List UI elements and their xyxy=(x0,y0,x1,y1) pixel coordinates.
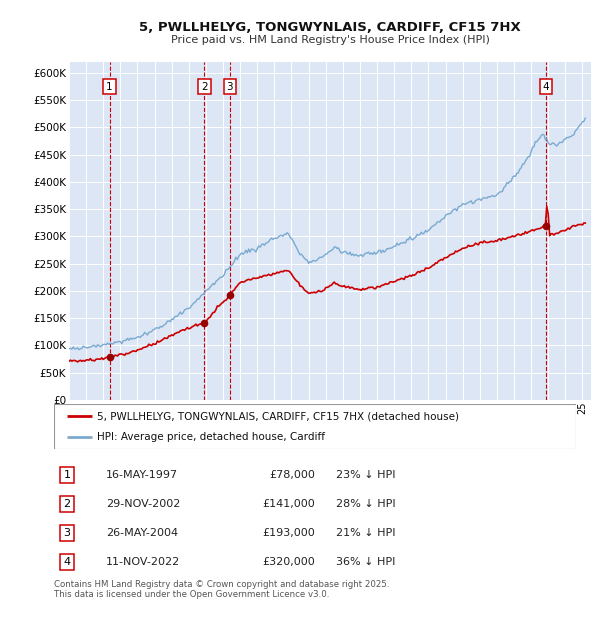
Text: 2: 2 xyxy=(201,81,208,92)
Text: 1: 1 xyxy=(64,470,71,480)
Text: £320,000: £320,000 xyxy=(262,557,315,567)
Text: 3: 3 xyxy=(64,528,71,538)
Text: Contains HM Land Registry data © Crown copyright and database right 2025.
This d: Contains HM Land Registry data © Crown c… xyxy=(54,580,389,599)
Text: £78,000: £78,000 xyxy=(269,470,315,480)
Text: 1: 1 xyxy=(106,81,113,92)
Text: 4: 4 xyxy=(542,81,549,92)
Text: 3: 3 xyxy=(227,81,233,92)
Text: 29-NOV-2002: 29-NOV-2002 xyxy=(106,499,181,509)
Text: 11-NOV-2022: 11-NOV-2022 xyxy=(106,557,181,567)
Text: HPI: Average price, detached house, Cardiff: HPI: Average price, detached house, Card… xyxy=(97,432,325,442)
Text: 26-MAY-2004: 26-MAY-2004 xyxy=(106,528,178,538)
Text: £141,000: £141,000 xyxy=(262,499,315,509)
Text: 4: 4 xyxy=(64,557,71,567)
Text: 16-MAY-1997: 16-MAY-1997 xyxy=(106,470,178,480)
Text: 5, PWLLHELYG, TONGWYNLAIS, CARDIFF, CF15 7HX (detached house): 5, PWLLHELYG, TONGWYNLAIS, CARDIFF, CF15… xyxy=(97,411,459,422)
Text: 28% ↓ HPI: 28% ↓ HPI xyxy=(336,499,395,509)
Text: 21% ↓ HPI: 21% ↓ HPI xyxy=(336,528,395,538)
Text: 36% ↓ HPI: 36% ↓ HPI xyxy=(336,557,395,567)
Text: Price paid vs. HM Land Registry's House Price Index (HPI): Price paid vs. HM Land Registry's House … xyxy=(170,35,490,45)
Text: 23% ↓ HPI: 23% ↓ HPI xyxy=(336,470,395,480)
Text: 5, PWLLHELYG, TONGWYNLAIS, CARDIFF, CF15 7HX: 5, PWLLHELYG, TONGWYNLAIS, CARDIFF, CF15… xyxy=(139,21,521,34)
Text: 2: 2 xyxy=(64,499,71,509)
Text: £193,000: £193,000 xyxy=(262,528,315,538)
